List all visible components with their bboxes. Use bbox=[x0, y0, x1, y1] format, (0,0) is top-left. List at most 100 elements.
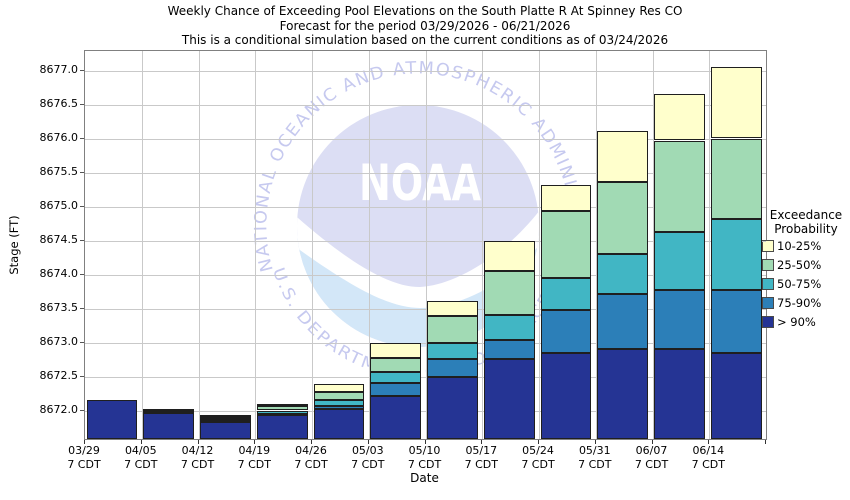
bar-segment-p90 bbox=[483, 359, 535, 439]
bar-05/10 bbox=[427, 51, 478, 439]
bar-segment-p50 bbox=[654, 232, 705, 291]
bar-segment-p50 bbox=[540, 277, 592, 311]
x-tick-mark bbox=[197, 440, 199, 444]
y-tick-mark bbox=[80, 172, 84, 174]
gridline-vertical bbox=[482, 51, 484, 439]
x-tick-label: 04/26 7 CDT bbox=[294, 444, 328, 471]
chart-title: Weekly Chance of Exceeding Pool Elevatio… bbox=[167, 4, 683, 18]
bar-segment-p10 bbox=[597, 131, 649, 182]
bar-05/24 bbox=[540, 51, 592, 439]
bar-segment-p90 bbox=[256, 415, 308, 439]
bar-segment-p90 bbox=[597, 348, 649, 439]
x-axis-title: Date bbox=[410, 471, 439, 485]
legend: Exceedance Probability 10-25% 25-50% 50-… bbox=[762, 208, 850, 331]
bar-segment-p50 bbox=[483, 314, 535, 340]
bar-segment-p75 bbox=[710, 290, 762, 353]
bar-segment-p75 bbox=[256, 413, 308, 416]
bar-segment-p25 bbox=[370, 357, 422, 372]
gridline-vertical bbox=[198, 51, 200, 439]
bar-segment-p10 bbox=[313, 384, 365, 393]
bar-segment-p50 bbox=[597, 253, 649, 294]
x-tick-mark bbox=[708, 440, 710, 444]
x-tick-label: 05/17 7 CDT bbox=[464, 444, 498, 471]
gridline-vertical bbox=[595, 51, 597, 439]
bar-segment-p75 bbox=[427, 359, 478, 377]
x-tick-mark bbox=[254, 440, 256, 444]
x-tick-mark bbox=[140, 440, 142, 444]
y-tick-label: 8674.5 bbox=[39, 232, 79, 246]
bar-segment-p75 bbox=[200, 420, 251, 423]
bar-segment-p75 bbox=[313, 405, 365, 410]
bar-segment-p10 bbox=[143, 409, 195, 412]
bar-segment-p25 bbox=[483, 270, 535, 315]
plot-area: NOAA NATIONAL OCEANIC AND ATMOSPHERIC AD… bbox=[84, 50, 767, 440]
bar-segment-p25 bbox=[256, 405, 308, 411]
legend-item-25-50: 25-50% bbox=[762, 255, 850, 274]
y-tick-label: 8677.0 bbox=[39, 63, 79, 77]
y-tick-mark bbox=[80, 409, 84, 411]
y-tick-mark bbox=[80, 138, 84, 140]
bar-segment-p90 bbox=[86, 400, 138, 439]
bar-segment-p90 bbox=[540, 352, 592, 439]
legend-swatch-25-50 bbox=[762, 258, 774, 271]
bar-segment-p90 bbox=[370, 396, 422, 439]
bar-05/17 bbox=[483, 51, 535, 439]
x-tick-label: 05/31 7 CDT bbox=[578, 444, 612, 471]
bar-segment-p90 bbox=[200, 422, 251, 439]
bar-segment-p75 bbox=[654, 290, 705, 349]
x-tick-label: 06/14 7 CDT bbox=[691, 444, 725, 471]
bar-segment-p10 bbox=[710, 67, 762, 139]
bar-05/31 bbox=[597, 51, 649, 439]
bar-segment-p25 bbox=[710, 138, 762, 219]
x-tick-label: 05/03 7 CDT bbox=[351, 444, 385, 471]
title-block: Weekly Chance of Exceeding Pool Elevatio… bbox=[0, 4, 850, 48]
bar-06/07 bbox=[654, 51, 705, 439]
y-tick-label: 8675.5 bbox=[39, 165, 79, 179]
y-tick-label: 8673.5 bbox=[39, 300, 79, 314]
bar-segment-p25 bbox=[313, 392, 365, 400]
bar-segment-p75 bbox=[540, 310, 592, 353]
y-tick-mark bbox=[80, 206, 84, 207]
legend-title-line1: Exceedance bbox=[769, 208, 843, 222]
bar-segment-p50 bbox=[256, 410, 308, 414]
bar-segment-p10 bbox=[654, 93, 705, 141]
x-tick-label: 05/10 7 CDT bbox=[407, 444, 442, 471]
legend-item-50-75: 50-75% bbox=[762, 274, 850, 293]
y-tick-mark bbox=[80, 341, 84, 343]
bar-segment-p90 bbox=[710, 352, 762, 439]
x-tick-mark bbox=[594, 440, 596, 444]
bar-segment-p50 bbox=[200, 418, 251, 421]
gridline-vertical bbox=[312, 51, 313, 439]
bar-segment-p75 bbox=[483, 340, 535, 359]
y-tick-label: 8672.0 bbox=[39, 402, 79, 416]
y-tick-label: 8672.5 bbox=[39, 368, 79, 382]
bar-segment-p25 bbox=[540, 211, 592, 278]
bar-05/03 bbox=[370, 51, 422, 439]
x-tick-mark bbox=[367, 440, 369, 444]
y-tick-label: 8674.0 bbox=[39, 266, 79, 280]
legend-item-gt-90: > 90% bbox=[762, 312, 850, 331]
noaa-sea-wave bbox=[297, 234, 539, 347]
bar-segment-p90 bbox=[427, 376, 478, 439]
noaa-gull-shape bbox=[297, 206, 539, 308]
y-tick-mark bbox=[80, 273, 84, 275]
bar-segment-p90 bbox=[313, 409, 365, 439]
legend-swatch-10-25 bbox=[762, 239, 774, 252]
bar-segment-p10 bbox=[427, 300, 478, 317]
bar-segment-p25 bbox=[597, 181, 649, 254]
x-tick-mark bbox=[481, 440, 483, 444]
chart-subtitle-conditions: This is a conditional simulation based o… bbox=[181, 33, 669, 47]
gridline-vertical bbox=[425, 51, 427, 439]
x-tick-mark bbox=[538, 440, 539, 444]
bar-segment-p10 bbox=[483, 240, 535, 271]
y-tick-mark bbox=[80, 307, 84, 309]
bar-04/26 bbox=[313, 51, 365, 439]
bar-segment-p50 bbox=[710, 218, 762, 291]
gridline-vertical bbox=[652, 51, 654, 439]
legend-item-75-90: 75-90% bbox=[762, 293, 850, 312]
bar-segment-p10 bbox=[540, 185, 592, 212]
gridline-vertical bbox=[709, 51, 711, 439]
noaa-wordmark: NOAA bbox=[359, 154, 481, 212]
x-tick-label: 06/07 7 CDT bbox=[634, 444, 669, 471]
